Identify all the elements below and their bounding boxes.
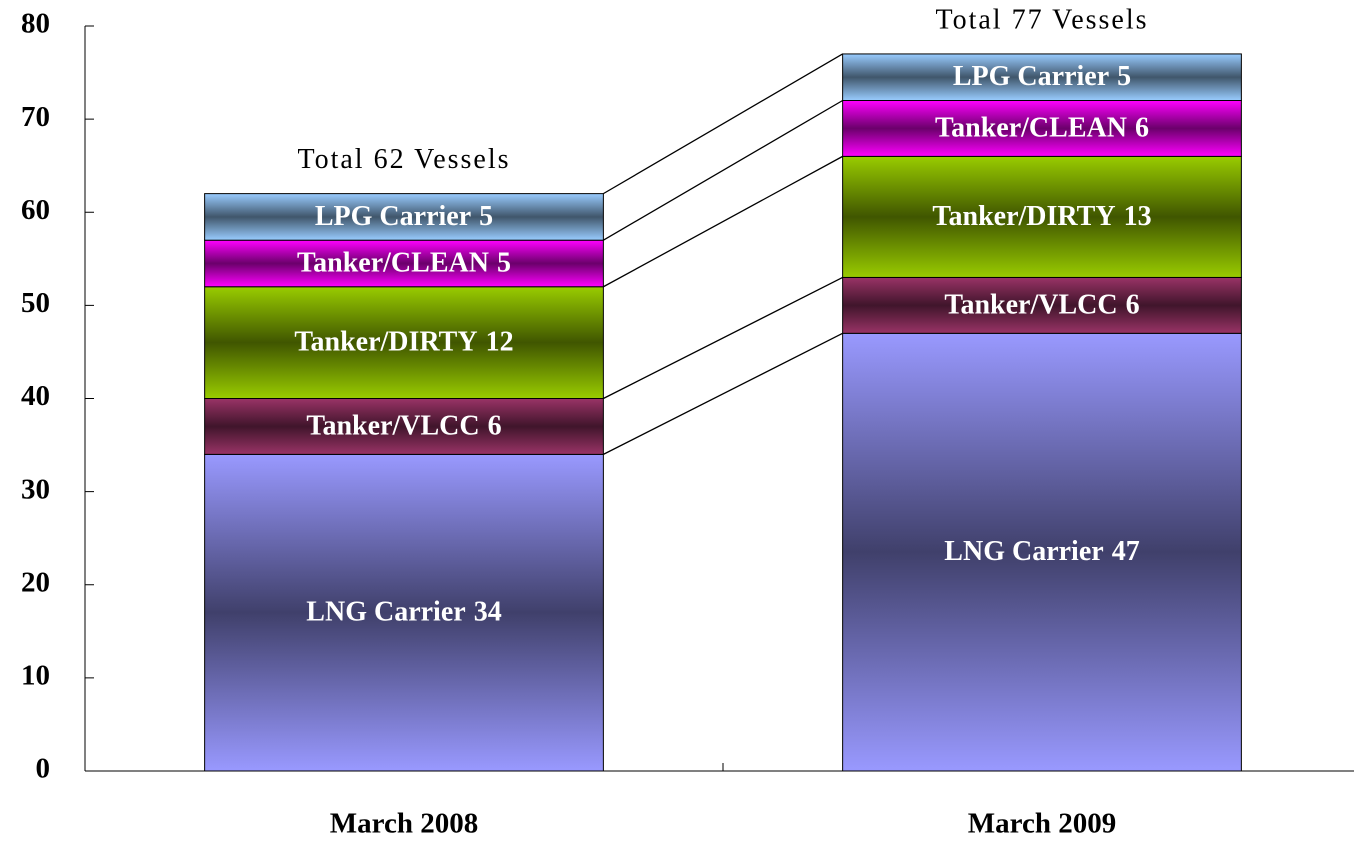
data-label-name: Tanker/DIRTY <box>932 201 1115 232</box>
bar-segment <box>842 155 1242 278</box>
data-label: LPG Carrier 5 <box>953 62 1131 93</box>
connector-line <box>603 276 843 400</box>
data-label-name: Tanker/VLCC <box>306 411 479 442</box>
data-label-value: 5 <box>479 201 493 232</box>
category-label: March 2008 <box>330 808 478 840</box>
y-tick-label: 0 <box>36 753 51 785</box>
y-tick-label: 40 <box>21 380 50 412</box>
data-label: Tanker/CLEAN 5 <box>297 248 511 279</box>
data-label: Tanker/VLCC 6 <box>306 411 501 442</box>
data-label: Tanker/DIRTY 13 <box>932 201 1151 232</box>
y-tick-label: 10 <box>21 660 50 692</box>
y-tick-label: 50 <box>21 287 50 319</box>
data-label-name: Tanker/DIRTY <box>294 327 477 358</box>
bar-segment <box>204 453 604 772</box>
total-annotation: Total 77 Vessels <box>935 4 1148 35</box>
y-tick-label: 30 <box>21 473 50 505</box>
bar-segment <box>842 332 1242 772</box>
data-label: LNG Carrier 34 <box>306 597 501 628</box>
connector-line <box>603 99 843 241</box>
y-tick-label: 60 <box>21 194 50 226</box>
data-label-value: 6 <box>488 411 502 442</box>
category-label: March 2009 <box>968 808 1116 840</box>
data-label-value: 5 <box>1117 62 1131 93</box>
data-label-value: 6 <box>1126 290 1140 321</box>
data-label-name: Tanker/VLCC <box>944 290 1117 321</box>
data-label: LNG Carrier 47 <box>944 537 1139 568</box>
total-annotation: Total 62 Vessels <box>297 144 510 175</box>
data-label: LPG Carrier 5 <box>315 201 493 232</box>
bar-segment <box>842 276 1242 334</box>
data-label-value: 5 <box>497 248 511 279</box>
y-tick-label: 80 <box>21 8 50 40</box>
data-label-name: Tanker/CLEAN <box>297 248 489 279</box>
y-tick-label: 70 <box>21 101 50 133</box>
data-label: Tanker/DIRTY 12 <box>294 327 513 358</box>
data-label-value: 6 <box>1135 113 1149 144</box>
connector-line <box>603 332 843 455</box>
connector-line <box>603 155 843 288</box>
data-label: Tanker/VLCC 6 <box>944 290 1139 321</box>
data-label-name: LNG Carrier <box>306 597 465 628</box>
data-label-value: 34 <box>474 597 502 628</box>
y-tick-label: 20 <box>21 566 50 598</box>
data-label-name: LPG Carrier <box>953 62 1109 93</box>
data-label-value: 13 <box>1124 201 1152 232</box>
data-label-value: 12 <box>486 327 514 358</box>
bar-segment <box>842 53 1242 101</box>
data-label-name: LNG Carrier <box>944 537 1103 568</box>
connector-line <box>603 53 843 195</box>
data-label-name: Tanker/CLEAN <box>935 113 1127 144</box>
data-label-value: 47 <box>1112 537 1140 568</box>
data-label-name: LPG Carrier <box>315 201 471 232</box>
bar-segment <box>204 193 604 241</box>
data-label: Tanker/CLEAN 6 <box>935 113 1149 144</box>
